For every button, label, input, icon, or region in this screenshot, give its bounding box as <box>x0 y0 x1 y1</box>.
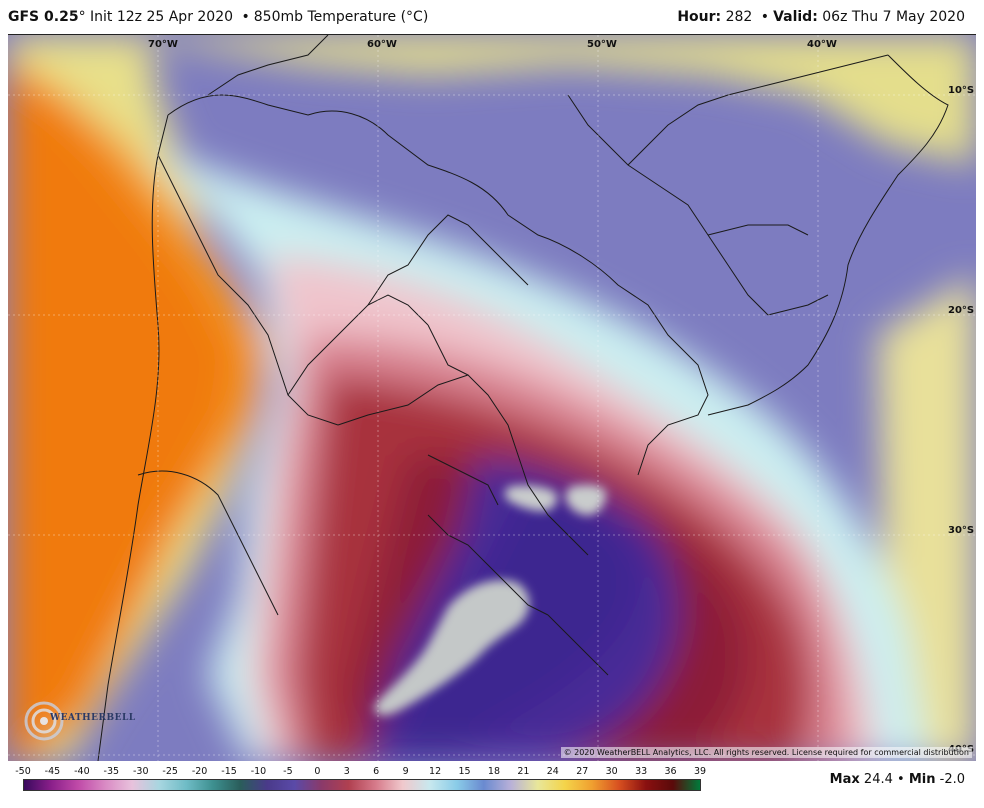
colorbar-tick-label: -45 <box>44 766 61 777</box>
copyright-notice: © 2020 WeatherBELL Analytics, LLC. All r… <box>560 747 972 758</box>
colorbar-tick-label: 18 <box>487 766 500 777</box>
colorbar-tick-label: 27 <box>576 766 589 777</box>
colorbar-tick-label: -20 <box>191 766 208 777</box>
colorbar-tick-label: -15 <box>221 766 237 777</box>
hour-value: 282 <box>725 9 753 25</box>
logo-swirl-icon <box>24 701 64 741</box>
colorbar-tick-label: -35 <box>103 766 120 777</box>
colorbar-tick-label: 36 <box>664 766 677 777</box>
min-value: -2.0 <box>939 772 965 787</box>
lat-label-10s: 10°S <box>948 85 975 96</box>
weatherbell-logo: WEATHERBELL <box>22 699 135 743</box>
temperature-map: 70°W 60°W 50°W 40°W 10°S 20°S 30°S 40°S … <box>8 34 976 761</box>
lon-label-70w: 70°W <box>148 39 178 50</box>
colorbar-tick-label: 3 <box>343 766 350 777</box>
map-title: GFS 0.25° Init 12z 25 Apr 2020 • 850mb Te… <box>8 0 428 34</box>
graticule <box>8 35 976 761</box>
degree-sign: ° <box>78 9 86 25</box>
model-name: GFS 0.25 <box>8 9 79 25</box>
lon-label-60w: 60°W <box>367 39 397 50</box>
colorbar-tick-label: 30 <box>605 766 618 777</box>
colorbar-ticks: -50 -45 -40 -35 -30 -25 -20 -15 -10 -5 0 3 6 9 12 15 18 2… <box>15 766 715 780</box>
separator-bullet-3: • <box>897 772 905 787</box>
colorbar-tick-label: 9 <box>402 766 409 777</box>
colorbar-tick-label: 6 <box>373 766 380 777</box>
logo-text: WEATHERBELL <box>50 713 136 723</box>
max-label: Max <box>829 772 860 787</box>
colorbar-tick-label: -25 <box>162 766 178 777</box>
min-label: Min <box>908 772 936 787</box>
colorbar-tick-label: -50 <box>15 766 31 777</box>
lat-label-20s: 20°S <box>948 305 975 316</box>
header-bar: GFS 0.25° Init 12z 25 Apr 2020 • 850mb Te… <box>0 0 984 34</box>
temperature-field <box>8 35 976 761</box>
product-name: 850mb Temperature (°C) <box>253 9 429 25</box>
valid-info: Hour: 282 • Valid: 06z Thu 7 May 2020 <box>677 0 965 34</box>
valid-value: 06z Thu 7 May 2020 <box>822 9 965 25</box>
colorbar-tick-label: 12 <box>429 766 442 777</box>
colorbar-tick-label: -5 <box>283 766 293 777</box>
colorbar-tick-label: 39 <box>693 766 707 777</box>
colorbar-tick-label: 15 <box>458 766 471 777</box>
lat-label-30s: 30°S <box>948 525 975 536</box>
grey-zones <box>374 485 606 716</box>
colorbar-tick-label: 0 <box>314 766 321 777</box>
init-time: Init 12z 25 Apr 2020 <box>90 9 234 25</box>
lon-label-50w: 50°W <box>587 39 617 50</box>
colorbar-tick-label: -10 <box>250 766 267 777</box>
colorbar-tick-label: 24 <box>546 766 559 777</box>
max-value: 24.4 <box>863 772 893 787</box>
colorbar-tick-label: -40 <box>74 766 90 777</box>
colorbar-tick-label: 33 <box>635 766 648 777</box>
separator-bullet-2: • <box>760 9 770 25</box>
max-min-readout: Max 24.4 • Min -2.0 <box>830 772 965 787</box>
colorbar-legend: -50 -45 -40 -35 -30 -25 -20 -15 -10 -5 0 3 6 9 12 15 18 2… <box>0 760 984 808</box>
lon-label-40w: 40°W <box>807 39 837 50</box>
separator-bullet: • <box>241 9 250 25</box>
hour-label: Hour: <box>677 9 722 25</box>
colorbar-gradient <box>23 779 701 791</box>
valid-label: Valid: <box>773 9 818 25</box>
colorbar-tick-label: 21 <box>517 766 530 777</box>
map-canvas <box>8 35 976 761</box>
colorbar-tick-label: -30 <box>132 766 149 777</box>
country-borders <box>97 35 949 761</box>
